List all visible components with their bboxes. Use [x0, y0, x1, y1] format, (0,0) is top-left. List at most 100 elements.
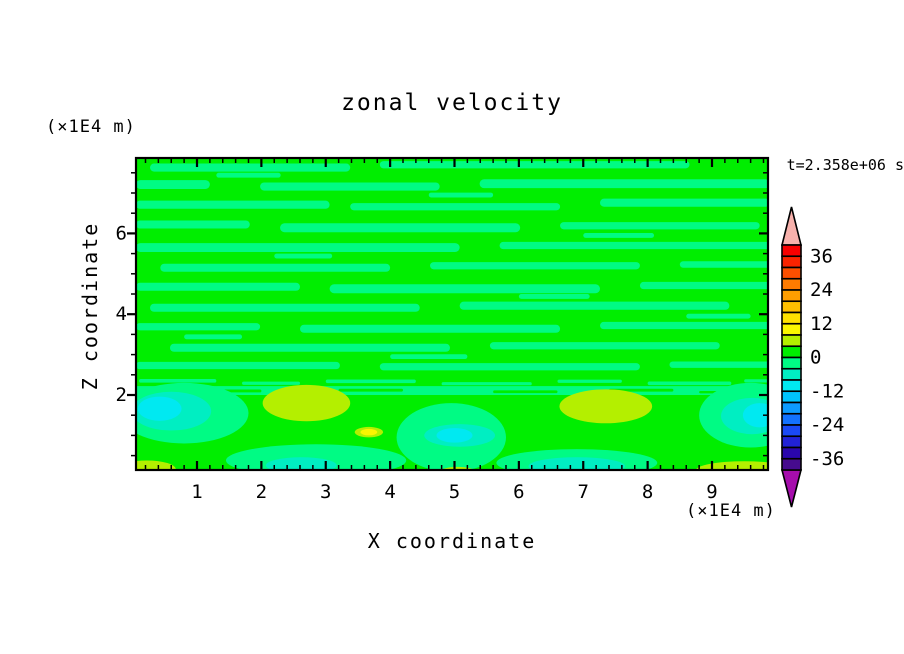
contour-streak	[300, 324, 561, 333]
colorbar-segment	[781, 255, 802, 269]
transition-dash	[338, 388, 403, 392]
colorbar-segment	[781, 435, 802, 449]
contour-streak	[160, 263, 391, 272]
contour-streak	[216, 172, 281, 178]
contour-streak	[136, 282, 300, 291]
colorbar-tick-label: 0	[810, 347, 821, 369]
contour-blob-level-4	[559, 389, 653, 424]
contour-streak	[428, 192, 494, 198]
x-tick-label: 8	[642, 481, 653, 503]
contour-blob-level--8	[528, 457, 626, 470]
contour-streak	[169, 343, 450, 352]
contour-streak	[280, 223, 521, 233]
colorbar-segment	[781, 401, 802, 415]
z-tick-label: 2	[116, 384, 127, 406]
contour-blob-level-4	[262, 384, 351, 422]
colorbar-tick-label: 12	[810, 313, 833, 335]
z-tick-label: 4	[116, 303, 127, 325]
transition-band	[136, 386, 768, 395]
contour-streak	[686, 313, 751, 319]
colorbar-segment	[781, 300, 802, 314]
contour-streak	[139, 379, 217, 383]
colorbar-segment	[781, 424, 802, 438]
contour-blob-level-4	[440, 466, 475, 470]
colorbar-tick-label: -12	[810, 380, 844, 402]
contour-blob-level--12	[137, 396, 182, 421]
colorbar-segment	[781, 345, 802, 359]
colorbar-segment	[781, 311, 802, 325]
colorbar-segment	[781, 289, 802, 303]
x-tick-label: 3	[320, 481, 331, 503]
transition-dash	[609, 388, 674, 392]
contour-streak	[390, 354, 468, 360]
contour-streak	[441, 382, 532, 386]
contour-streak	[136, 323, 261, 331]
timestamp-label: t=2.358e+06 s	[786, 156, 904, 174]
contour-streak	[639, 281, 768, 290]
colorbar-over-arrow	[780, 206, 803, 246]
x-tick-label: 1	[191, 481, 202, 503]
x-tick-label: 2	[256, 481, 267, 503]
contour-streak	[744, 379, 768, 383]
colorbar-tick-label: -36	[810, 448, 844, 470]
contour-streak	[489, 342, 720, 350]
contour-streak	[329, 284, 600, 294]
contour-streak	[242, 381, 300, 385]
colorbar-segment	[781, 457, 802, 471]
contour-streak	[136, 361, 340, 370]
contour-streak	[379, 363, 640, 371]
colorbar-segment	[781, 356, 802, 370]
colorbar: 36 24 12 0 -12 -24 -36	[780, 206, 844, 508]
x-axis-unit-label: (×1E4 m)	[686, 501, 776, 521]
contour-streak	[459, 301, 730, 310]
colorbar-segment	[781, 277, 802, 291]
contour-blob-level--8	[265, 457, 337, 470]
contour-streak	[325, 379, 416, 384]
contour-blob-level-8	[360, 428, 378, 436]
colorbar-segment	[781, 322, 802, 336]
contour-streak	[260, 182, 440, 191]
contour-streak	[599, 198, 768, 207]
colorbar-segment	[781, 266, 802, 280]
colorbar-tick-label: 36	[810, 245, 833, 267]
colorbar-segment	[781, 390, 802, 404]
contour-streak	[647, 381, 732, 386]
contour-streak	[350, 203, 561, 211]
contour-blob-level--12	[436, 428, 473, 443]
contour-streak	[479, 179, 768, 189]
x-tick-label: 7	[578, 481, 589, 503]
contour-streak	[499, 241, 768, 250]
contour-streak	[583, 232, 655, 238]
z-tick-label: 6	[116, 222, 127, 244]
colorbar-segment	[781, 412, 802, 426]
contour-streak	[518, 294, 590, 299]
contour-field	[136, 158, 768, 470]
contour-streak	[150, 303, 420, 312]
x-tick-label: 5	[449, 481, 460, 503]
contour-streak	[136, 180, 210, 189]
contour-streak	[136, 200, 330, 209]
colorbar-segment	[781, 334, 802, 348]
x-tick-label: 9	[706, 481, 717, 503]
contour-streak	[560, 222, 760, 230]
colorbar-tick-label: 24	[810, 279, 833, 301]
x-tick-label: 4	[384, 481, 395, 503]
x-axis-title: X coordinate	[367, 529, 537, 553]
colorbar-segment	[781, 379, 802, 393]
contour-streak	[430, 262, 640, 270]
z-axis-unit-label: (×1E4 m)	[46, 117, 136, 137]
contour-streak	[557, 379, 622, 383]
colorbar-segment	[781, 244, 802, 258]
transition-dash	[493, 390, 558, 394]
contour-blob-level--12	[742, 403, 768, 428]
contour-streak	[136, 243, 460, 252]
colorbar-tick-label: -24	[810, 414, 844, 436]
contour-streak	[669, 361, 768, 368]
contour-streak	[679, 261, 768, 268]
contour-streak	[599, 321, 768, 330]
colorbar-under-arrow	[780, 469, 803, 508]
contour-streak	[184, 334, 243, 340]
colorbar-segment	[781, 367, 802, 381]
